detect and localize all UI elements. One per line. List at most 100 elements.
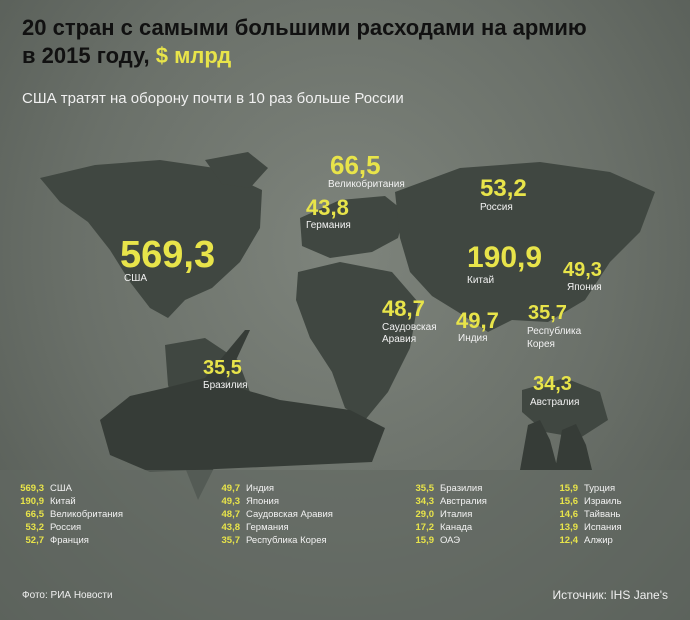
saudi-value: 48,7 <box>382 296 425 321</box>
usa-label: США <box>124 273 148 284</box>
greenland-shape <box>205 152 268 188</box>
row-value: 15,9 <box>559 483 579 494</box>
africa-shape <box>296 262 418 420</box>
saudi-label-1: Саудовская <box>382 322 437 333</box>
soldiers-silhouette <box>520 420 592 470</box>
ranking-column-1: 569,3 США 190,9 Китай 66,5 Великобритания 5… <box>14 482 123 547</box>
russia-label: Россия <box>480 202 513 213</box>
table-row: 35,5 Бразилия <box>404 482 487 495</box>
row-value: 48,7 <box>221 509 241 520</box>
row-value: 12,4 <box>559 535 579 546</box>
table-row: 48,7 Саудовская Аравия <box>210 508 333 521</box>
row-value: 35,7 <box>221 535 241 546</box>
row-value: 35,5 <box>415 483 435 494</box>
india-value: 49,7 <box>456 308 499 333</box>
europe-shape <box>300 196 405 258</box>
australia-value: 34,3 <box>533 373 572 395</box>
china-value: 190,9 <box>467 241 543 274</box>
table-row: 12,4 Алжир <box>548 534 622 547</box>
table-row: 190,9 Китай <box>14 495 123 508</box>
row-country: Турция <box>584 483 616 494</box>
row-value: 14,6 <box>559 509 579 520</box>
ground-haze <box>0 470 690 620</box>
table-row: 35,7 Республика Корея <box>210 534 333 547</box>
row-value: 43,8 <box>221 522 241 533</box>
china-label: Китай <box>467 275 495 286</box>
row-country: Алжир <box>584 535 613 546</box>
russia-value: 53,2 <box>480 175 527 202</box>
ranking-column-4: 15,9 Турция 15,6 Израиль 14,6 Тайвань 13,9 И… <box>548 482 622 547</box>
row-value: 569,3 <box>20 483 44 494</box>
japan-value: 49,3 <box>563 259 602 281</box>
japan-label: Япония <box>567 282 602 293</box>
table-row: 15,9 Турция <box>548 482 622 495</box>
row-value: 29,0 <box>415 509 435 520</box>
table-row: 49,7 Индия <box>210 482 333 495</box>
title-line-2: в 2015 году, <box>22 43 150 68</box>
brazil-value: 35,5 <box>203 357 242 379</box>
row-country: США <box>50 483 72 494</box>
tank-silhouette <box>100 330 385 472</box>
table-row: 43,8 Германия <box>210 521 333 534</box>
australia-shape <box>522 378 608 438</box>
india-label: Индия <box>458 333 488 344</box>
brazil-label: Бразилия <box>203 380 248 391</box>
ranking-column-3: 35,5 Бразилия 34,3 Австралия 29,0 Италия 17… <box>404 482 487 547</box>
title-unit-highlight: $ млрд <box>155 43 232 68</box>
row-country: Тайвань <box>584 509 621 520</box>
table-row: 52,7 Франция <box>14 534 123 547</box>
row-value: 66,5 <box>25 509 45 520</box>
table-row: 15,6 Израиль <box>548 495 622 508</box>
row-country: Бразилия <box>440 483 483 494</box>
table-row: 569,3 США <box>14 482 123 495</box>
asia-shape <box>395 162 655 332</box>
row-country: Австралия <box>440 496 487 507</box>
row-value: 52,7 <box>25 535 45 546</box>
north-america-shape <box>40 160 262 318</box>
table-row: 29,0 Италия <box>404 508 487 521</box>
korea-value: 35,7 <box>528 302 567 324</box>
germany-label: Германия <box>306 220 351 231</box>
ranking-column-2: 49,7 Индия 49,3 Япония 48,7 Саудовская Арав… <box>210 482 333 547</box>
row-value: 15,9 <box>415 535 435 546</box>
uk-label: Великобритания <box>328 179 405 190</box>
row-value: 15,6 <box>559 496 579 507</box>
row-value: 49,3 <box>221 496 241 507</box>
uk-value: 66,5 <box>330 150 381 180</box>
row-country: Испания <box>584 522 622 533</box>
row-country: Китай <box>50 496 76 507</box>
korea-label-2: Корея <box>527 339 555 350</box>
row-country: Саудовская Аравия <box>246 509 333 520</box>
row-country: Канада <box>440 522 473 533</box>
row-country: Франция <box>50 535 89 546</box>
subtitle: США тратят на оборону почти в 10 раз бол… <box>22 90 404 107</box>
row-country: Германия <box>246 522 289 533</box>
ranking-table: 569,3 США 190,9 Китай 66,5 Великобритания 5… <box>0 482 690 568</box>
title-line-1: 20 стран с самыми большими расходами на … <box>22 15 587 40</box>
row-country: Великобритания <box>50 509 123 520</box>
row-country: ОАЭ <box>440 535 461 546</box>
table-row: 66,5 Великобритания <box>14 508 123 521</box>
source-credit: Источник: IHS Jane's <box>552 588 668 602</box>
table-row: 34,3 Австралия <box>404 495 487 508</box>
row-country: Россия <box>50 522 82 533</box>
table-row: 17,2 Канада <box>404 521 487 534</box>
table-row: 53,2 Россия <box>14 521 123 534</box>
row-value: 34,3 <box>415 496 435 507</box>
germany-value: 43,8 <box>306 195 349 220</box>
row-country: Индия <box>246 483 275 494</box>
row-value: 53,2 <box>25 522 45 533</box>
australia-label: Австралия <box>530 397 580 408</box>
row-country: Израиль <box>584 496 622 507</box>
usa-value: 569,3 <box>120 234 216 276</box>
photo-credit: Фото: РИА Новости <box>22 590 113 601</box>
table-row: 14,6 Тайвань <box>548 508 622 521</box>
row-country: Япония <box>246 496 279 507</box>
table-row: 49,3 Япония <box>210 495 333 508</box>
row-value: 190,9 <box>20 496 44 507</box>
row-country: Республика Корея <box>246 535 327 546</box>
row-country: Италия <box>440 509 473 520</box>
korea-label-1: Республика <box>527 326 582 337</box>
row-value: 13,9 <box>559 522 579 533</box>
